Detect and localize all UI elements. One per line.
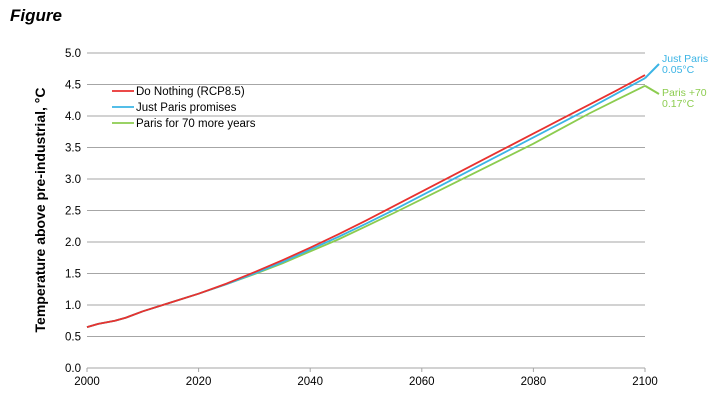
- x-tick-label: 2080: [521, 376, 547, 388]
- annotation-text: Just Paris: [662, 53, 708, 65]
- figure-label: Figure: [10, 6, 62, 25]
- legend-label: Do Nothing (RCP8.5): [136, 86, 245, 98]
- legend-label: Just Paris promises: [136, 102, 237, 114]
- y-tick-label: 0.0: [65, 363, 81, 375]
- y-tick-label: 4.0: [65, 111, 81, 123]
- annotation-text: Paris +70: [662, 87, 707, 99]
- x-tick-labels: 2000 2020 2040 2060 2080 2100: [74, 368, 658, 388]
- y-tick-label: 5.0: [65, 48, 81, 60]
- y-tick-label: 1.0: [65, 300, 81, 312]
- series-lines: [86, 74, 646, 328]
- annotation-leader: [644, 84, 660, 95]
- x-tick-label: 2000: [74, 376, 100, 388]
- y-tick-label: 3.5: [65, 143, 81, 155]
- legend-label: Paris for 70 more years: [136, 118, 256, 130]
- y-tick-label: 2.0: [65, 237, 81, 249]
- y-tick-label: 0.5: [65, 332, 81, 344]
- x-tick-label: 2100: [632, 376, 658, 388]
- x-tick-label: 2060: [409, 376, 435, 388]
- gridlines: [87, 52, 645, 369]
- annotation-leader: [644, 63, 660, 79]
- legend: Do Nothing (RCP8.5) Just Paris promises Pa…: [112, 86, 256, 130]
- series-line-0: [86, 74, 646, 328]
- y-tick-labels: 0.0 0.5 1.0 1.5 2.0 2.5 3.0 3.5 4.0 4.5 5.0: [65, 48, 81, 375]
- x-tick-label: 2020: [186, 376, 212, 388]
- y-tick-label: 3.0: [65, 174, 81, 186]
- y-tick-label: 4.5: [65, 80, 81, 92]
- annotation-text: 0.05°C: [662, 64, 695, 76]
- y-axis-label: Temperature above pre-industrial, °C: [32, 88, 48, 333]
- y-tick-label: 1.5: [65, 269, 81, 281]
- annotation-text: 0.17°C: [662, 98, 695, 110]
- x-tick-label: 2040: [297, 376, 323, 388]
- y-tick-label: 2.5: [65, 206, 81, 218]
